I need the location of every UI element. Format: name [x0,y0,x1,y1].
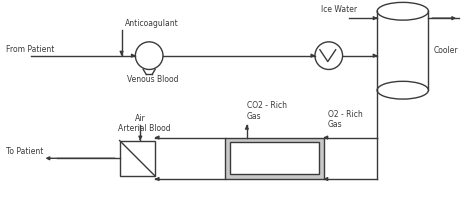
Text: Ice Water: Ice Water [321,5,357,14]
Text: From Patient: From Patient [6,45,55,54]
Text: Anticoagulant: Anticoagulant [125,19,178,28]
Bar [225,138,324,179]
Text: O2 - Rich
Gas: O2 - Rich Gas [328,110,363,129]
Text: Cooler: Cooler [433,46,458,55]
Text: Venous Blood: Venous Blood [128,75,179,84]
Text: CO2 - Rich
Gas: CO2 - Rich Gas [247,101,287,121]
Text: Arterial Blood: Arterial Blood [118,124,170,133]
Bar [119,140,155,176]
Text: To Patient: To Patient [6,147,44,156]
Text: Air: Air [135,114,146,123]
Bar [230,143,319,174]
